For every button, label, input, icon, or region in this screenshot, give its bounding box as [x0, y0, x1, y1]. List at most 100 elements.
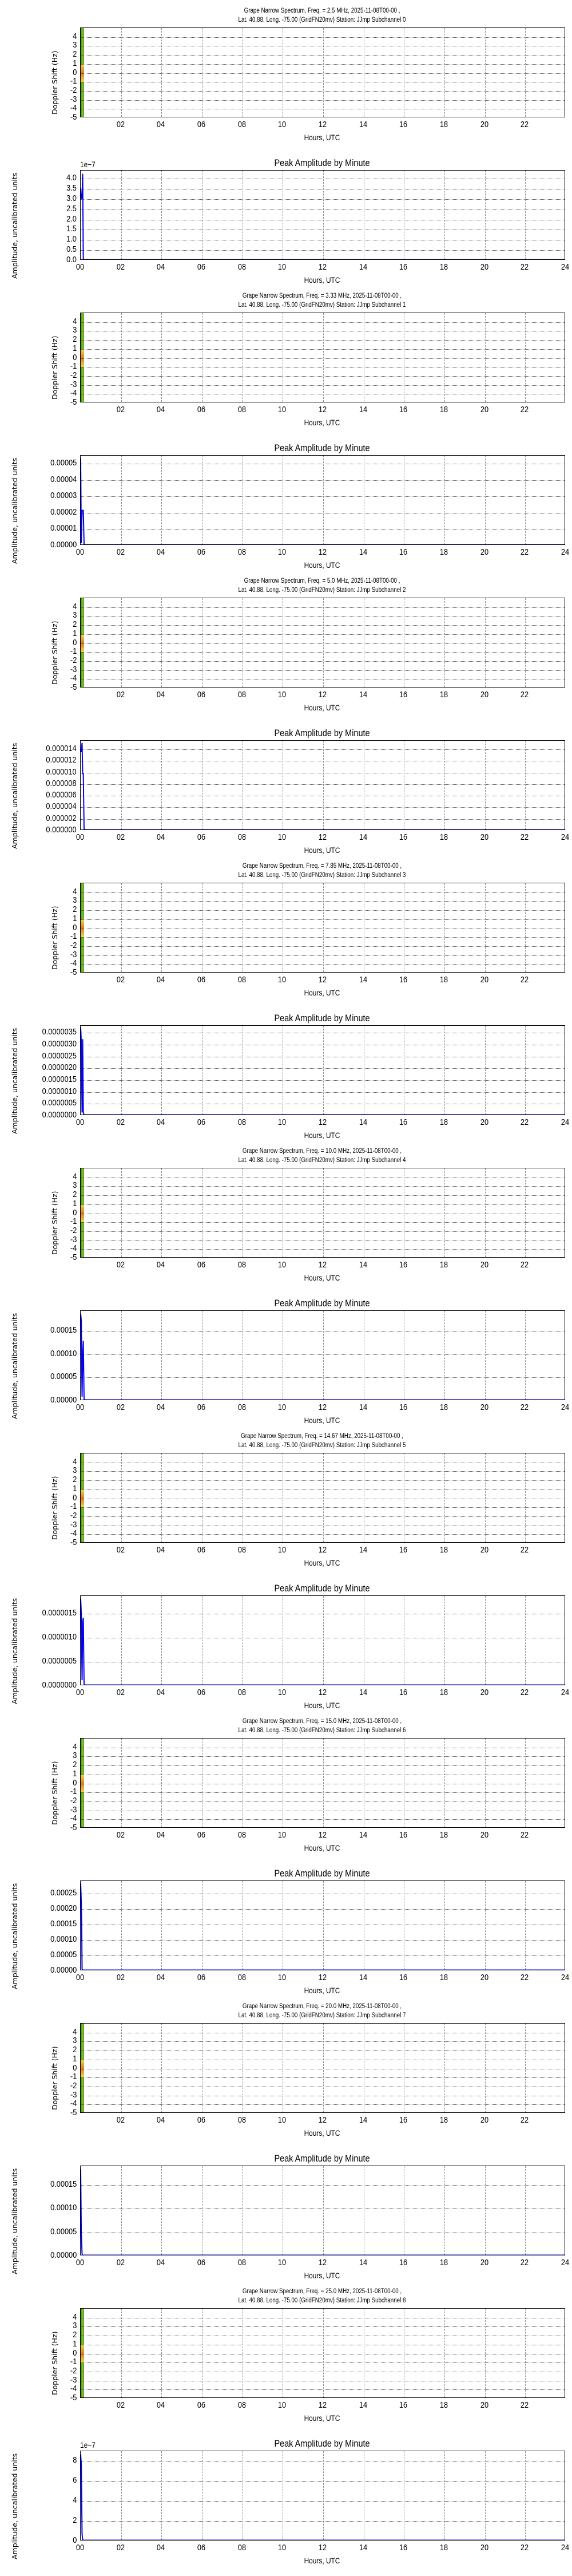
x-tick-label: 14 [359, 975, 367, 985]
x-tick-label: 10 [278, 1402, 287, 1412]
doppler-spectrogram: Grape Narrow Spectrum, Freq. = 3.33 MHz,… [0, 285, 572, 428]
y-tick-label: -5 [70, 967, 77, 977]
grid-line [81, 1516, 565, 1517]
y-tick-label: 0.00000 [50, 1965, 77, 1975]
spectrogram-hot-band [81, 1204, 84, 1223]
grid-line [525, 741, 526, 829]
y-tick-label: 0 [72, 1492, 77, 1503]
spectrogram-subtitle: Lat. 40.88, Long. -75.00 (GridFN20mv) St… [238, 2012, 406, 2019]
grid-line [323, 883, 324, 972]
x-tick-label: 20 [480, 1402, 488, 1412]
grid-line [444, 883, 445, 972]
y-tick-label: 0.000010 [46, 767, 77, 777]
x-tick-label: 12 [318, 1830, 327, 1840]
x-tick-label: 16 [399, 120, 408, 129]
amplitude-trace [81, 2169, 565, 2255]
x-tick-label: 16 [399, 1117, 408, 1127]
x-tick-label: 04 [157, 2115, 165, 2125]
x-tick-label: 14 [359, 2115, 367, 2125]
x-tick-label: 00 [76, 1117, 85, 1127]
grid-line [81, 1507, 565, 1508]
x-tick-label: 06 [197, 1688, 206, 1697]
grid-line [323, 313, 324, 402]
grid-line [525, 1026, 526, 1115]
x-tick-label: 18 [439, 1260, 448, 1270]
amplitude-offset-label: 1e−7 [80, 2440, 96, 2449]
amplitude-y-axis-label: Amplitude, uncalibrated units [10, 742, 19, 849]
amplitude-title: Peak Amplitude by Minute [274, 442, 370, 453]
x-tick-label: 18 [439, 262, 448, 272]
x-tick-label: 16 [399, 1260, 408, 1270]
grid-line [323, 741, 324, 829]
spectrogram-title: Grape Narrow Spectrum, Freq. = 7.85 MHz,… [242, 863, 402, 870]
x-tick-label: 20 [480, 2543, 488, 2553]
y-tick-label: -2 [70, 370, 77, 380]
x-tick-label: 08 [237, 1545, 246, 1555]
x-tick-label: 22 [521, 2400, 529, 2410]
y-tick-label: 0.000006 [46, 790, 77, 800]
y-tick-label: 0 [72, 352, 77, 362]
grid-line [81, 64, 565, 65]
grid-line [323, 2166, 324, 2255]
amplitude-axes [80, 170, 565, 260]
grid-line [444, 456, 445, 544]
x-tick-label: 10 [278, 2400, 287, 2410]
y-tick-label: -1 [70, 1502, 77, 1512]
spectrogram-axes [80, 883, 565, 973]
amplitude-title: Peak Amplitude by Minute [274, 1583, 370, 1594]
spectrogram-axes [80, 598, 565, 688]
x-tick-label: 04 [157, 120, 165, 129]
grid-line [484, 598, 486, 687]
amplitude-x-axis-label: Hours, UTC [304, 2556, 340, 2565]
x-tick-label: 22 [521, 120, 529, 129]
x-tick-label: 16 [399, 975, 408, 985]
x-tick-label: 08 [237, 2543, 246, 2553]
grid-line [81, 496, 565, 497]
grid-line [161, 1596, 162, 1685]
x-tick-label: 10 [278, 975, 287, 985]
grid-line [81, 910, 565, 911]
grid-line [323, 1026, 324, 1115]
y-tick-label: -4 [70, 2384, 77, 2394]
amplitude-axes [80, 455, 565, 545]
x-tick-label: 18 [439, 405, 448, 414]
amplitude-axes [80, 1880, 565, 1970]
x-tick-label: 18 [439, 1402, 448, 1412]
grid-line [484, 1026, 486, 1115]
spectrogram-hot-band [81, 2344, 84, 2363]
spectrogram-subtitle: Lat. 40.88, Long. -75.00 (GridFN20mv) St… [238, 1442, 406, 1449]
subchannel-pair-5: Grape Narrow Spectrum, Freq. = 14.67 MHz… [0, 1425, 572, 1710]
x-tick-label: 02 [116, 1402, 125, 1412]
spectrogram-axes [80, 1453, 565, 1543]
grid-line [121, 28, 122, 117]
grid-line [121, 2166, 122, 2255]
spectrogram-axes [80, 27, 565, 117]
x-tick-label: 16 [399, 2400, 408, 2410]
x-tick-label: 16 [399, 1973, 408, 1982]
y-tick-label: 4 [72, 2026, 77, 2037]
spectrogram-title: Grape Narrow Spectrum, Freq. = 5.0 MHz, … [244, 578, 400, 584]
spectrogram-x-axis-label: Hours, UTC [304, 703, 340, 712]
spectrogram-title: Grape Narrow Spectrum, Freq. = 10.0 MHz,… [242, 1148, 402, 1155]
grid-line [121, 1596, 122, 1685]
amplitude-x-axis-label: Hours, UTC [304, 275, 340, 285]
x-tick-label: 04 [157, 2400, 165, 2410]
grid-line [161, 2166, 162, 2255]
y-tick-label: 0 [72, 2348, 77, 2358]
x-tick-label: 14 [359, 1973, 367, 1982]
x-tick-label: 20 [480, 2115, 488, 2125]
x-tick-label: 04 [157, 690, 165, 700]
y-tick-label: -3 [70, 949, 77, 959]
amplitude-trace [81, 2454, 565, 2540]
y-tick-label: -3 [70, 379, 77, 389]
x-tick-label: 04 [157, 1260, 165, 1270]
grid-line [161, 2309, 162, 2397]
grid-line [81, 784, 565, 785]
doppler-spectrogram: Grape Narrow Spectrum, Freq. = 10.0 MHz,… [0, 1140, 572, 1283]
y-tick-label: 1 [72, 1198, 77, 1208]
x-tick-label: 02 [116, 405, 125, 414]
x-tick-label: 12 [318, 832, 327, 842]
x-tick-label: 14 [359, 547, 367, 557]
grid-line [525, 1453, 526, 1542]
spectrogram-subtitle: Lat. 40.88, Long. -75.00 (GridFN20mv) St… [238, 17, 406, 23]
